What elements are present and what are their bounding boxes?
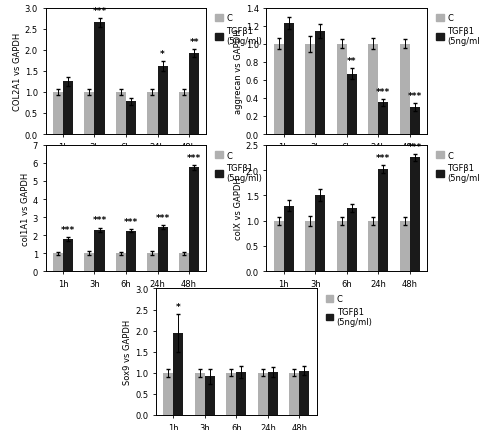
Bar [347,209,357,272]
Bar [400,45,410,135]
Text: ***: *** [124,217,138,226]
Text: *: * [160,49,165,58]
Legend: C, TGFβ1
(5ng/ml): C, TGFβ1 (5ng/ml) [434,13,480,48]
Bar [116,93,126,135]
Bar [84,93,95,135]
Bar [274,45,284,135]
Legend: C, TGFβ1
(5ng/ml): C, TGFβ1 (5ng/ml) [214,13,264,48]
Bar [336,221,347,272]
Y-axis label: col1A1 vs GAPDH: col1A1 vs GAPDH [21,172,30,245]
Text: **: ** [347,57,357,66]
Bar [157,227,168,272]
Text: ***: *** [376,154,390,163]
Bar [410,108,420,135]
Bar [305,221,315,272]
Bar [205,376,215,415]
Text: **: ** [189,38,199,46]
Bar [315,196,325,272]
Bar [300,371,310,415]
Text: ***: *** [93,7,107,16]
Y-axis label: Sox9 vs GAPDH: Sox9 vs GAPDH [123,319,132,384]
Text: ***: *** [156,213,169,222]
Bar [195,373,205,415]
Bar [305,45,315,135]
Bar [336,45,347,135]
Bar [163,373,173,415]
Bar [378,170,388,272]
Bar [63,82,73,135]
Bar [284,206,294,272]
Legend: C, TGFβ1
(5ng/ml): C, TGFβ1 (5ng/ml) [324,293,374,328]
Bar [84,254,95,272]
Y-axis label: aggrecan vs GAPDH: aggrecan vs GAPDH [234,30,243,114]
Bar [236,372,247,415]
Bar [157,67,168,135]
Bar [126,231,136,272]
Bar [274,221,284,272]
Text: *: * [176,302,181,311]
Bar [63,239,73,272]
Bar [400,221,410,272]
Bar [179,254,189,272]
Bar [315,32,325,135]
Text: ***: *** [376,87,390,96]
Bar [226,373,237,415]
Bar [284,24,294,135]
Bar [189,54,199,135]
Legend: C, TGFβ1
(5ng/ml): C, TGFβ1 (5ng/ml) [434,150,480,184]
Bar [289,373,300,415]
Bar [126,102,136,135]
Bar [347,74,357,135]
Bar [53,93,63,135]
Bar [95,23,105,135]
Bar [173,333,183,415]
Bar [116,254,126,272]
Bar [189,168,199,272]
Text: ***: *** [61,225,75,234]
Bar [368,221,378,272]
Bar [147,93,157,135]
Y-axis label: COL2A1 vs GAPDH: COL2A1 vs GAPDH [13,33,22,111]
Legend: C, TGFβ1
(5ng/ml): C, TGFβ1 (5ng/ml) [214,150,264,184]
Bar [179,93,189,135]
Bar [378,103,388,135]
Bar [410,158,420,272]
Bar [268,372,278,415]
Bar [368,45,378,135]
Text: ***: *** [187,153,201,162]
Text: ***: *** [408,92,422,101]
Bar [95,230,105,272]
Bar [53,254,63,272]
Text: ***: *** [93,216,107,225]
Y-axis label: colX vs GAPDH: colX vs GAPDH [234,177,243,240]
Bar [258,373,268,415]
Bar [147,254,157,272]
Text: ***: *** [408,142,422,151]
